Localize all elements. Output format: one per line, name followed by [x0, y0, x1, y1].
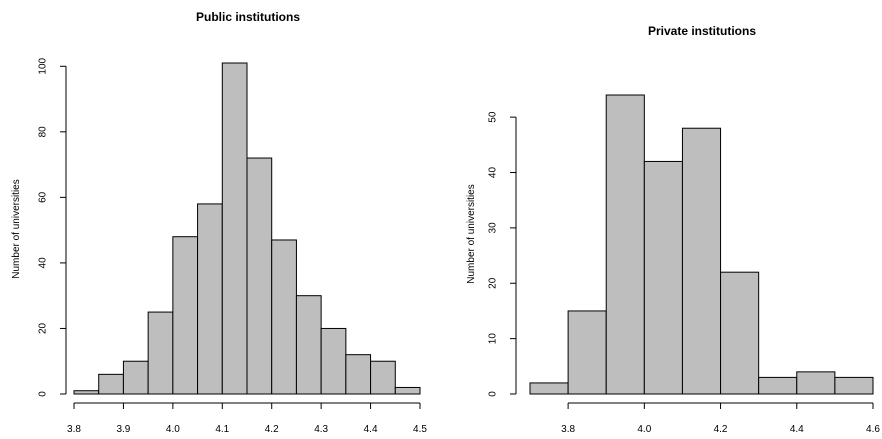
- histogram-bar: [197, 203, 223, 395]
- y-tick-label: 20: [38, 322, 49, 334]
- x-tick-label: 4.0: [166, 424, 180, 435]
- y-tick-label: 40: [488, 167, 499, 179]
- y-axis-label: Number of universities: [466, 184, 477, 283]
- histogram-bar: [172, 236, 199, 395]
- x-tick-label: 4.6: [866, 424, 880, 435]
- y-tick-label: 60: [38, 191, 49, 203]
- y-tick-label: 30: [488, 222, 499, 234]
- histogram-bar: [567, 310, 607, 395]
- chart-title: Public institutions: [196, 10, 300, 24]
- histogram-bar: [834, 376, 874, 395]
- y-tick-label: 20: [488, 277, 499, 289]
- y-tick-label: 100: [38, 57, 49, 74]
- histogram-bar: [529, 382, 569, 395]
- x-tick-label: 4.2: [265, 424, 279, 435]
- x-tick-label: 3.8: [561, 424, 575, 435]
- y-tick-label: 40: [38, 257, 49, 269]
- y-tick-label: 0: [38, 391, 49, 397]
- histogram-bar: [370, 360, 396, 395]
- histogram-bar: [605, 94, 645, 395]
- x-tick-label: 4.5: [413, 424, 427, 435]
- x-tick-label: 4.3: [314, 424, 328, 435]
- y-tick-label: 80: [38, 126, 49, 138]
- x-tick-label: 4.0: [637, 424, 651, 435]
- private-institutions-histogram: Private institutions Number of universit…: [466, 24, 880, 435]
- histogram-bar: [98, 373, 124, 395]
- public-institutions-histogram: Public institutions Number of universiti…: [11, 10, 427, 435]
- histogram-bar: [271, 239, 297, 395]
- histogram-bar: [643, 160, 683, 395]
- histogram-bar: [720, 271, 760, 395]
- histogram-bar: [295, 295, 322, 395]
- y-axis-label: Number of universities: [11, 179, 22, 278]
- x-tick-label: 4.4: [790, 424, 804, 435]
- histogram-bar: [394, 386, 421, 395]
- x-tick-label: 4.1: [215, 424, 229, 435]
- histogram-bar: [221, 62, 248, 395]
- x-tick-label: 4.4: [364, 424, 378, 435]
- histogram-bar: [345, 354, 372, 395]
- histogram-bar: [147, 311, 174, 395]
- histogram-bar: [73, 390, 100, 395]
- histogram-bar: [796, 371, 836, 395]
- x-tick-label: 4.2: [714, 424, 728, 435]
- y-tick-label: 0: [488, 391, 499, 397]
- y-tick-label: 50: [488, 111, 499, 123]
- chart-title: Private institutions: [648, 24, 756, 38]
- histogram-bar: [246, 157, 273, 395]
- histogram-bar: [758, 376, 798, 395]
- y-tick-label: 10: [488, 333, 499, 345]
- x-tick-label: 3.8: [67, 424, 81, 435]
- histogram-bar: [320, 327, 347, 395]
- histogram-bar: [681, 127, 722, 395]
- x-tick-label: 3.9: [116, 424, 130, 435]
- histogram-bar: [122, 360, 149, 395]
